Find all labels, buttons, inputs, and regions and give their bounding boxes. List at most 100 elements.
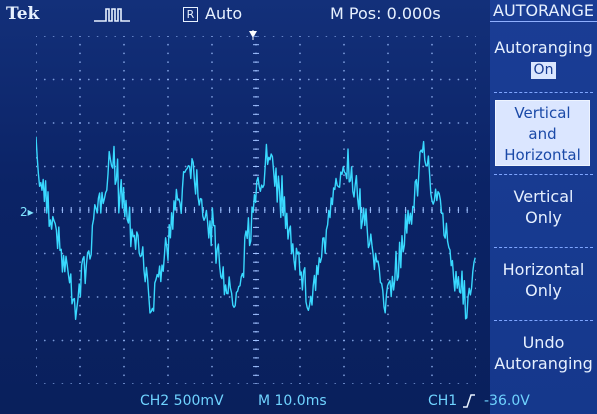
grid-dot (475, 174, 476, 177)
grid-dot (123, 226, 125, 229)
grid-dot (325, 296, 328, 298)
grid-dot (299, 287, 301, 290)
grid-dot (87, 383, 90, 384)
grid-dot (299, 87, 301, 90)
grid-dot (36, 36, 37, 37)
grid-dot (211, 174, 213, 177)
grid-dot (395, 78, 398, 81)
grid-dot (290, 165, 293, 168)
grid-dot (140, 36, 143, 37)
grid-dot (290, 383, 293, 384)
grid-dot (36, 174, 37, 177)
grid-dot (131, 165, 134, 168)
grid-dot (413, 78, 416, 81)
grid-dot (475, 165, 476, 168)
grid-dot (387, 122, 389, 124)
grid-dot (140, 165, 143, 168)
grid-dot (211, 252, 213, 255)
grid-dot (123, 174, 125, 177)
grid-dot (79, 270, 81, 272)
grid-dot (299, 148, 301, 150)
autoranging-toggle[interactable]: Autoranging On (490, 37, 597, 79)
grid-dot (167, 69, 169, 72)
grid-dot (316, 383, 319, 384)
menu-divider (494, 174, 593, 175)
grid-dot (307, 165, 310, 168)
grid-dot (475, 226, 476, 229)
grid-dot (387, 348, 389, 351)
grid-dot (325, 339, 328, 342)
grid-dot (211, 191, 213, 194)
grid-dot (184, 122, 187, 124)
grid-dot (351, 165, 354, 168)
grid-dot (237, 165, 240, 168)
grid-dot (246, 339, 249, 342)
grid-dot (184, 339, 187, 342)
grid-dot (167, 61, 169, 63)
grid-dot (475, 261, 476, 264)
grid-dot (36, 374, 37, 377)
grid-dot (299, 96, 301, 98)
grid-dot (431, 252, 433, 255)
option-line: Vertical (514, 104, 571, 122)
grid-dot (79, 156, 81, 159)
grid-dot (307, 36, 310, 37)
grid-dot (123, 96, 125, 98)
grid-dot (237, 252, 240, 255)
grid-dot (167, 313, 169, 316)
grid-dot (439, 78, 442, 81)
grid-dot (43, 383, 46, 384)
grid-dot (369, 383, 372, 384)
grid-dot (290, 36, 293, 37)
grid-dot (96, 36, 99, 37)
ch2-trace (36, 136, 476, 320)
grid-dot (457, 296, 460, 298)
grid-dot (140, 122, 143, 124)
grid-dot (272, 296, 275, 298)
grid-dot (475, 278, 476, 281)
horizontal-only-option[interactable]: Horizontal Only (490, 259, 597, 301)
grid-dot (114, 339, 117, 342)
ch2-vertical-scale: CH2 500mV (140, 393, 224, 409)
grid-dot (281, 122, 284, 124)
grid-dot (475, 357, 476, 359)
grid-dot (167, 270, 169, 272)
grid-dot (175, 339, 178, 342)
grid-dot (52, 78, 55, 81)
grid-dot (431, 130, 433, 133)
grid-dot (343, 122, 345, 124)
grid-dot (299, 165, 301, 168)
grid-dot (36, 78, 37, 81)
vertical-only-option[interactable]: Vertical Only (490, 186, 597, 228)
grid-dot (387, 357, 389, 359)
grid-dot (395, 383, 398, 384)
grid-dot (343, 243, 345, 246)
grid-dot (211, 165, 213, 168)
grid-dot (246, 122, 249, 124)
grid-dot (79, 339, 81, 342)
grid-dot (96, 78, 99, 81)
grid-dot (281, 165, 284, 168)
grid-dot (131, 252, 134, 255)
trigger-level: -36.0V (484, 393, 530, 409)
grid-dot (79, 348, 81, 351)
grid-dot (105, 78, 108, 81)
grid-dot (475, 87, 476, 90)
grid-dot (439, 165, 442, 168)
vertical-and-horizontal-option[interactable]: Vertical and Horizontal (495, 100, 590, 166)
undo-autoranging-option[interactable]: Undo Autoranging (490, 332, 597, 374)
grid-dot (167, 174, 169, 177)
grid-dot (167, 261, 169, 264)
grid-dot (36, 357, 37, 359)
grid-dot (299, 235, 301, 238)
grid-dot (123, 278, 125, 281)
grid-dot (184, 78, 187, 81)
grid-dot (149, 383, 152, 384)
grid-dot (96, 252, 99, 255)
brand-logo: Tek (6, 4, 40, 24)
grid-dot (167, 52, 169, 55)
grid-dot (96, 339, 99, 342)
grid-dot (475, 130, 476, 133)
grid-dot (167, 183, 169, 185)
grid-dot (343, 200, 345, 203)
